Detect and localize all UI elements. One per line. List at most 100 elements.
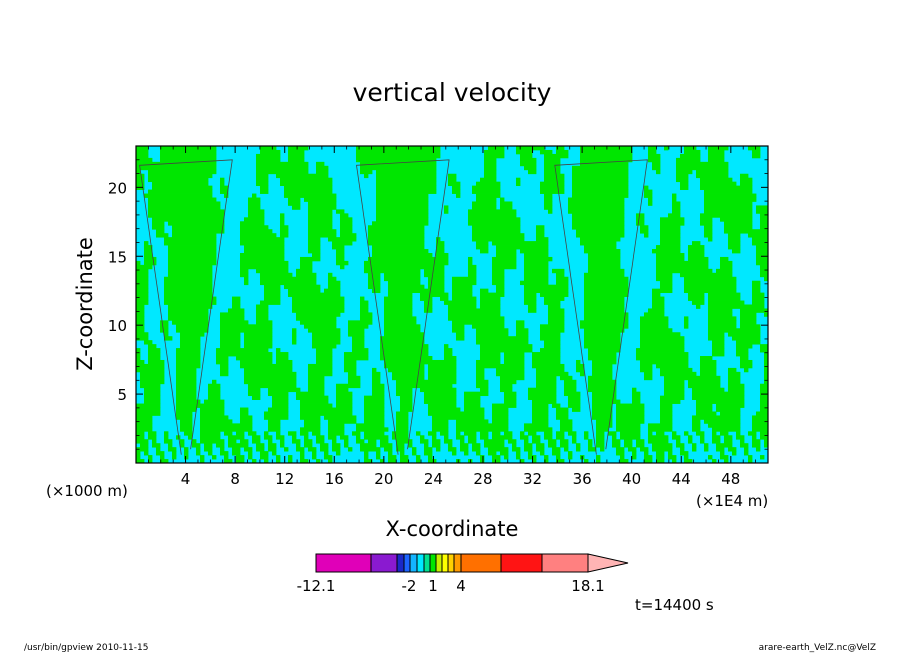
upward-region	[164, 276, 213, 282]
upward-region	[748, 146, 761, 151]
upward-region	[556, 411, 569, 416]
upward-region	[344, 352, 369, 357]
upward-region	[452, 280, 477, 286]
upward-region	[376, 193, 429, 198]
upward-region	[476, 336, 529, 341]
upward-region	[684, 288, 737, 294]
upward-region	[656, 276, 673, 282]
upward-region	[176, 359, 201, 365]
upward-region	[692, 419, 701, 424]
upward-region	[224, 193, 229, 198]
upward-region	[484, 157, 497, 163]
upward-region	[348, 379, 361, 385]
upward-region	[760, 431, 768, 436]
upward-region	[524, 268, 549, 274]
upward-region	[528, 451, 533, 456]
upward-region	[180, 423, 193, 428]
upward-region	[492, 419, 509, 424]
upward-region	[288, 201, 301, 206]
upward-region	[696, 407, 713, 412]
upward-region	[740, 312, 757, 317]
upward-region	[432, 443, 441, 448]
upward-region	[684, 280, 737, 286]
upward-region	[640, 447, 649, 452]
upward-region	[316, 165, 329, 171]
upward-region	[220, 336, 241, 341]
upward-region	[168, 260, 217, 266]
upward-region	[356, 423, 385, 428]
upward-region	[244, 447, 253, 452]
upward-region	[588, 383, 617, 389]
upward-region	[244, 249, 285, 254]
colorbar-label: 18.1	[571, 577, 604, 595]
upward-region	[648, 435, 669, 440]
upward-region	[584, 272, 625, 278]
upward-region	[268, 387, 301, 393]
upward-region	[740, 324, 761, 329]
upward-region	[704, 447, 709, 452]
x-tick-label: 20	[374, 470, 393, 488]
upward-region	[684, 276, 737, 282]
upward-region	[448, 181, 461, 187]
upward-region	[456, 193, 461, 198]
upward-region	[764, 379, 768, 385]
upward-region	[756, 249, 768, 254]
upward-region	[360, 316, 373, 321]
upward-region	[312, 336, 341, 341]
upward-region	[492, 256, 517, 262]
upward-region	[728, 375, 741, 381]
upward-region	[704, 209, 753, 214]
upward-region	[672, 435, 681, 440]
upward-region	[468, 221, 521, 226]
upward-region	[300, 399, 329, 404]
upward-region	[724, 439, 733, 444]
x-axis-label: X-coordinate	[386, 517, 519, 541]
upward-region	[348, 332, 365, 337]
upward-region	[252, 435, 261, 440]
colorbar-segment	[460, 553, 502, 573]
upward-region	[344, 367, 357, 373]
upward-region	[712, 435, 721, 440]
upward-region	[372, 252, 433, 258]
upward-region	[556, 280, 569, 286]
upward-region	[448, 304, 477, 309]
upward-region	[336, 451, 341, 456]
colorbar-label: 1	[428, 577, 438, 595]
upward-region	[592, 415, 613, 420]
upward-region	[360, 304, 369, 309]
upward-region	[464, 431, 477, 436]
upward-region	[700, 371, 717, 377]
upward-region	[148, 189, 213, 194]
upward-region	[344, 359, 357, 365]
upward-region	[324, 415, 357, 420]
upward-region	[472, 324, 505, 329]
upward-region	[352, 348, 369, 353]
upward-region	[696, 411, 717, 416]
upward-region	[292, 439, 301, 444]
upward-region	[276, 455, 281, 460]
upward-region	[136, 324, 145, 329]
upward-region	[452, 284, 473, 290]
upward-region	[720, 455, 729, 460]
upward-region	[348, 320, 373, 325]
upward-region	[756, 411, 768, 416]
upward-region	[328, 272, 333, 278]
upward-region	[136, 284, 149, 290]
upward-region	[676, 165, 729, 171]
upward-region	[496, 245, 549, 250]
upward-region	[740, 177, 753, 183]
upward-region	[144, 340, 153, 345]
upward-region	[688, 383, 721, 389]
upward-region	[388, 459, 397, 463]
upward-region	[548, 439, 557, 444]
upward-region	[204, 443, 213, 448]
upward-region	[400, 455, 409, 460]
upward-region	[424, 272, 445, 278]
upward-region	[160, 153, 217, 159]
upward-region	[532, 403, 549, 408]
upward-region	[704, 419, 741, 424]
upward-region	[640, 332, 681, 337]
upward-region	[576, 363, 585, 369]
upward-region	[324, 288, 341, 294]
upward-region	[760, 221, 768, 226]
